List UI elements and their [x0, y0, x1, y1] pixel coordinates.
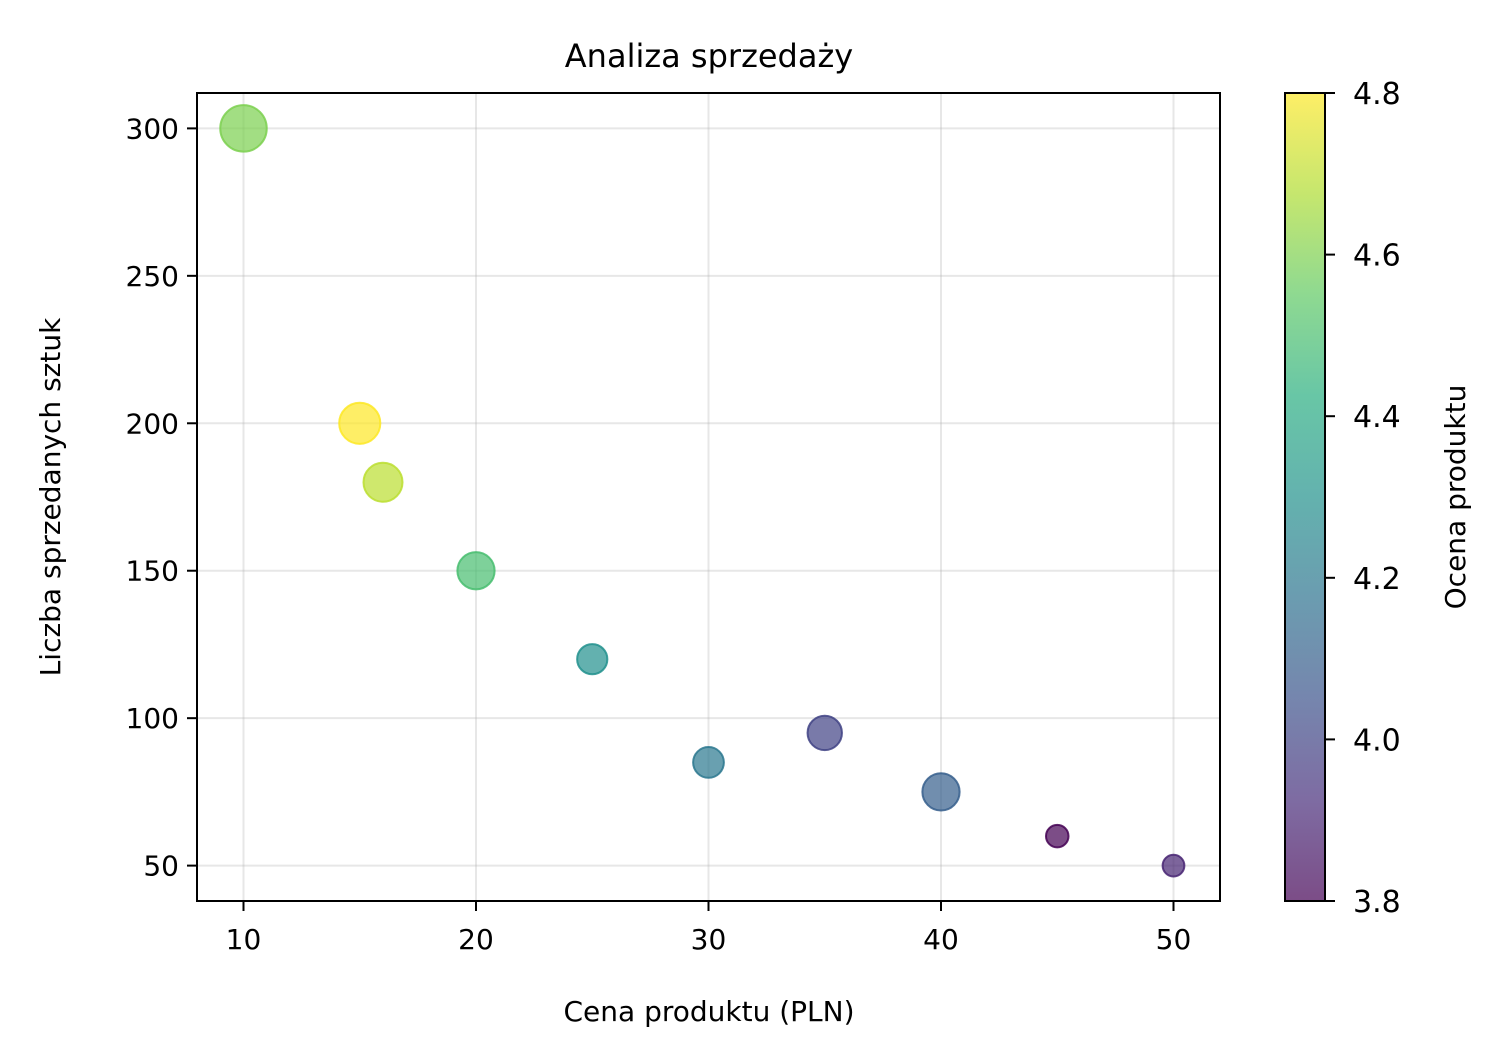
data-point [362, 461, 404, 503]
data-point [456, 551, 496, 591]
data-points [219, 104, 1186, 878]
x-tick-label: 40 [923, 923, 959, 956]
colorbar-tick-label: 4.8 [1353, 77, 1401, 112]
data-point [576, 643, 609, 676]
y-tick-label: 200 [126, 407, 179, 440]
x-tick-label: 30 [691, 923, 727, 956]
x-axis-ticks: 10 20 30 40 50 [226, 901, 1192, 956]
x-axis-label: Cena produktu (PLN) [563, 995, 854, 1028]
y-tick-label: 100 [126, 702, 179, 735]
y-axis-label: Liczba sprzedanych sztuk [34, 317, 67, 676]
colorbar [1284, 92, 1326, 902]
y-tick-label: 300 [126, 112, 179, 145]
y-tick-label: 50 [143, 850, 179, 883]
y-tick-label: 150 [126, 555, 179, 588]
colorbar-tick-label: 4.6 [1353, 239, 1401, 274]
y-axis-ticks: 50 100 150 200 250 300 [126, 112, 197, 883]
data-point [338, 401, 382, 445]
x-tick-label: 10 [226, 923, 262, 956]
data-point [692, 746, 725, 779]
colorbar-ticks: 3.8 4.0 4.2 4.4 4.6 4.8 [1325, 77, 1401, 920]
colorbar-tick-label: 4.0 [1353, 723, 1401, 758]
data-point [219, 104, 268, 153]
chart-title: Analiza sprzedaży [565, 37, 853, 75]
colorbar-tick-label: 4.4 [1353, 400, 1401, 435]
y-tick-label: 250 [126, 260, 179, 293]
gridlines [197, 93, 1220, 901]
data-point [806, 714, 843, 752]
data-point [1044, 823, 1070, 849]
data-point [1161, 853, 1186, 878]
x-tick-label: 50 [1156, 923, 1192, 956]
x-tick-label: 20 [458, 923, 494, 956]
data-point [921, 772, 961, 812]
colorbar-tick-label: 3.8 [1353, 885, 1401, 920]
colorbar-tick-label: 4.2 [1353, 562, 1401, 597]
colorbar-label: Ocena produktu [1439, 385, 1472, 610]
